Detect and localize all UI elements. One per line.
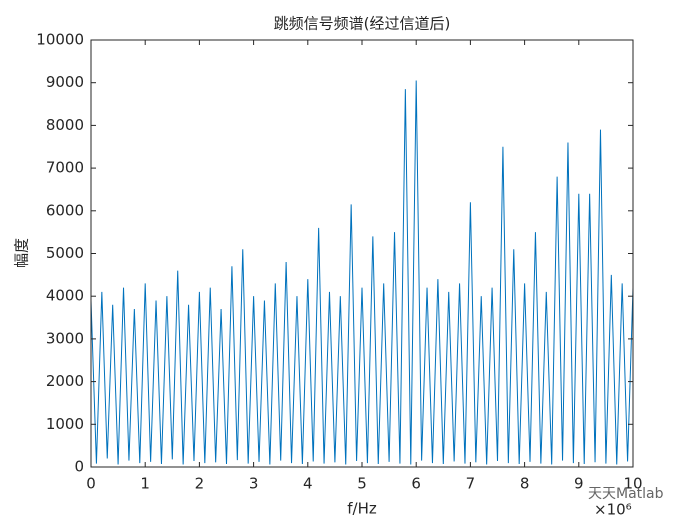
x-tick-label: 8 bbox=[520, 475, 530, 493]
y-tick-label: 6000 bbox=[46, 201, 84, 219]
y-tick-label: 7000 bbox=[46, 159, 84, 177]
series-line bbox=[90, 80, 634, 465]
x-tick-label: 0 bbox=[86, 475, 96, 493]
y-tick-label: 9000 bbox=[46, 73, 84, 91]
x-tick-label: 3 bbox=[249, 475, 259, 493]
watermark: 天天Matlab bbox=[588, 486, 664, 502]
x-tick-label: 7 bbox=[466, 475, 476, 493]
y-tick-label: 1000 bbox=[46, 415, 84, 433]
x-tick-label: 4 bbox=[303, 475, 313, 493]
chart-title: 跳频信号频谱(经过信道后) bbox=[274, 15, 451, 33]
y-axis-label: 幅度 bbox=[13, 238, 31, 268]
y-tick-label: 3000 bbox=[46, 329, 84, 347]
x-tick-label: 1 bbox=[140, 475, 150, 493]
x-exponent: ×10⁶ bbox=[594, 501, 632, 519]
x-tick-label: 6 bbox=[411, 475, 421, 493]
y-tick-label: 0 bbox=[74, 458, 84, 476]
x-tick-label: 5 bbox=[357, 475, 367, 493]
y-tick-label: 10000 bbox=[36, 31, 84, 49]
x-tick-label: 9 bbox=[574, 475, 584, 493]
x-axis-label: f/Hz bbox=[347, 500, 377, 518]
x-tick-label: 10 bbox=[623, 475, 642, 493]
y-tick-label: 4000 bbox=[46, 287, 84, 305]
y-tick-label: 8000 bbox=[46, 116, 84, 134]
y-tick-label: 5000 bbox=[46, 244, 84, 262]
x-tick-label: 2 bbox=[195, 475, 205, 493]
y-tick-label: 2000 bbox=[46, 372, 84, 390]
plot-area bbox=[91, 40, 633, 467]
